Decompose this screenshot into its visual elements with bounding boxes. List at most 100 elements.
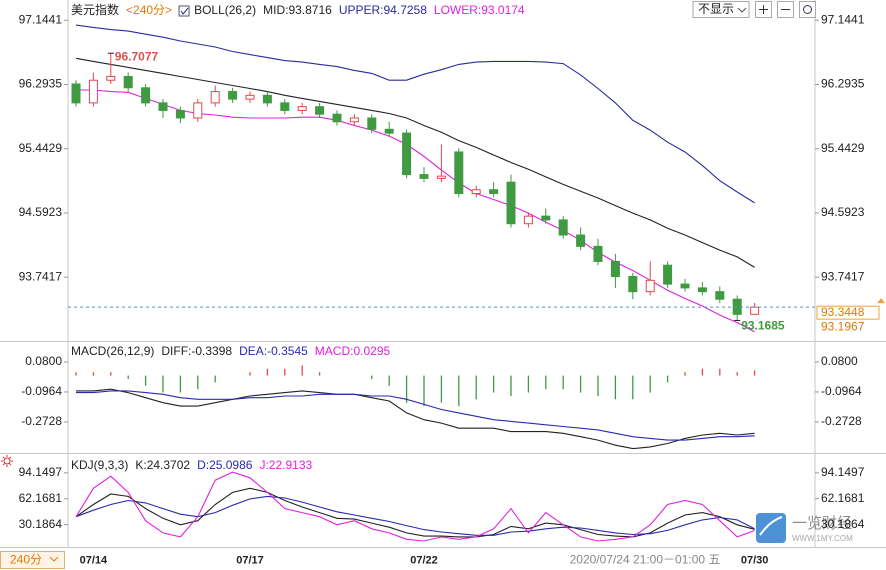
x-tick-label: 07/30 [741, 554, 769, 566]
candle-body [175, 109, 185, 119]
y-tick-label-right: 0.0800 [821, 354, 858, 368]
toolbar-buttons[interactable] [755, 1, 816, 18]
candle-body [419, 174, 429, 179]
period-box[interactable] [0, 551, 65, 569]
kdj-icon[interactable] [1, 455, 13, 467]
series-line [75, 471, 755, 542]
icon [3, 457, 11, 465]
legend-checkbox [178, 5, 190, 17]
legend-entry: J:22.9133 [259, 458, 312, 472]
candle-body [349, 117, 359, 123]
candle-body [645, 279, 655, 293]
candle-body [402, 132, 412, 176]
legend-entry: MID:93.8716 [263, 3, 332, 17]
cursor-time: 2020/07/24 21:00－01:00 五 [570, 553, 721, 567]
y-tick-label-right: 62.1681 [821, 491, 865, 505]
y-tick-label: 96.2935 [19, 77, 63, 91]
icon [803, 5, 812, 14]
cursor-price-label: 93.1967 [821, 319, 865, 333]
candle-body [384, 128, 394, 134]
candle-body [245, 94, 255, 100]
candle-body [454, 151, 464, 195]
candle-body [332, 113, 342, 123]
last-price-arrow [877, 298, 885, 304]
candle-body [663, 264, 673, 285]
y-tick-label-right: 96.2935 [821, 77, 865, 91]
watermark-url: WWW.1MY.COM [792, 534, 853, 543]
candle-body [506, 181, 516, 225]
candle-body [315, 106, 325, 115]
period-arrow [49, 556, 59, 562]
legend-indicator: BOLL(26,2) [194, 3, 256, 17]
watermark: 一览财经 WWW.1MY.COM [756, 513, 853, 543]
candle-body [71, 83, 81, 104]
icon [1, 455, 13, 467]
candle-body [228, 91, 238, 100]
low-label: 93.1685 [741, 319, 785, 333]
candle-body [593, 245, 603, 262]
display-dropdown[interactable]: 不显示 [692, 1, 750, 18]
candle-body [210, 91, 220, 104]
candle-body [141, 87, 151, 104]
x-tick-label: 07/17 [236, 554, 264, 566]
legend-entry: DEA:-0.3545 [239, 344, 308, 358]
y-tick-label-right: 94.5923 [821, 205, 865, 219]
y-tick-label-right: 30.1864 [821, 517, 865, 531]
y-tick-label: 94.5923 [19, 205, 63, 219]
series-line [75, 57, 755, 268]
dropdown-box[interactable] [692, 1, 750, 18]
candle-body [280, 102, 290, 111]
candle-body [123, 75, 133, 89]
series-line [75, 487, 755, 538]
candle-body [193, 102, 203, 119]
candle-body [750, 306, 760, 315]
y-tick-label: 62.1681 [19, 491, 63, 505]
candle-body [558, 219, 568, 236]
y-tick-label: 97.1441 [19, 12, 63, 26]
y-tick-label: -0.2728 [21, 414, 62, 428]
candle-body [680, 283, 690, 289]
candle-body [628, 276, 638, 293]
legend-period: <240分> [126, 3, 172, 17]
candle-body [297, 106, 307, 111]
legend-entry: LOWER:93.0174 [434, 3, 525, 17]
settings-button[interactable] [799, 1, 816, 18]
legend-entry: DIFF:-0.3398 [161, 344, 232, 358]
candle-body [489, 189, 499, 195]
candle-body [106, 75, 116, 81]
candle-body [576, 234, 586, 247]
candle-body [541, 215, 551, 221]
y-tick-label-right: 94.1497 [821, 465, 865, 479]
legend-entry: K:24.3702 [135, 458, 190, 472]
dropdown-arrow[interactable] [737, 7, 747, 13]
candle-body [262, 94, 272, 104]
watermark-logo [756, 513, 786, 543]
y-tick-label: 30.1864 [19, 517, 63, 531]
y-tick-label: -0.0964 [21, 384, 62, 398]
legend-checkbox-mark [180, 7, 189, 15]
series-line [76, 89, 755, 333]
legend-entry: MACD:0.0295 [315, 344, 391, 358]
candle-body [523, 215, 533, 225]
legend-entry: UPPER:94.7258 [339, 3, 427, 17]
candle-body [610, 260, 620, 278]
legend-title: KDJ(9,3,3) [71, 458, 128, 472]
y-tick-label: 95.4429 [19, 141, 63, 155]
dropdown-text[interactable]: 不显示 [698, 2, 734, 16]
watermark-logo-mark [759, 516, 783, 536]
last-price-box [816, 305, 880, 320]
period-button[interactable]: 240分 [0, 551, 65, 569]
high-label: 96.7077 [115, 49, 159, 63]
legend-title: MACD(26,12,9) [71, 344, 154, 358]
series-line [76, 390, 755, 441]
period-text[interactable]: 240分 [10, 553, 42, 567]
last-price-label: 93.3448 [821, 305, 865, 319]
y-tick-label-right: 95.4429 [821, 141, 865, 155]
y-tick-label-right: 93.7417 [821, 269, 865, 283]
x-tick-label: 07/14 [80, 554, 108, 566]
x-tick-label: 07/22 [410, 554, 438, 566]
candle-body [367, 117, 377, 130]
